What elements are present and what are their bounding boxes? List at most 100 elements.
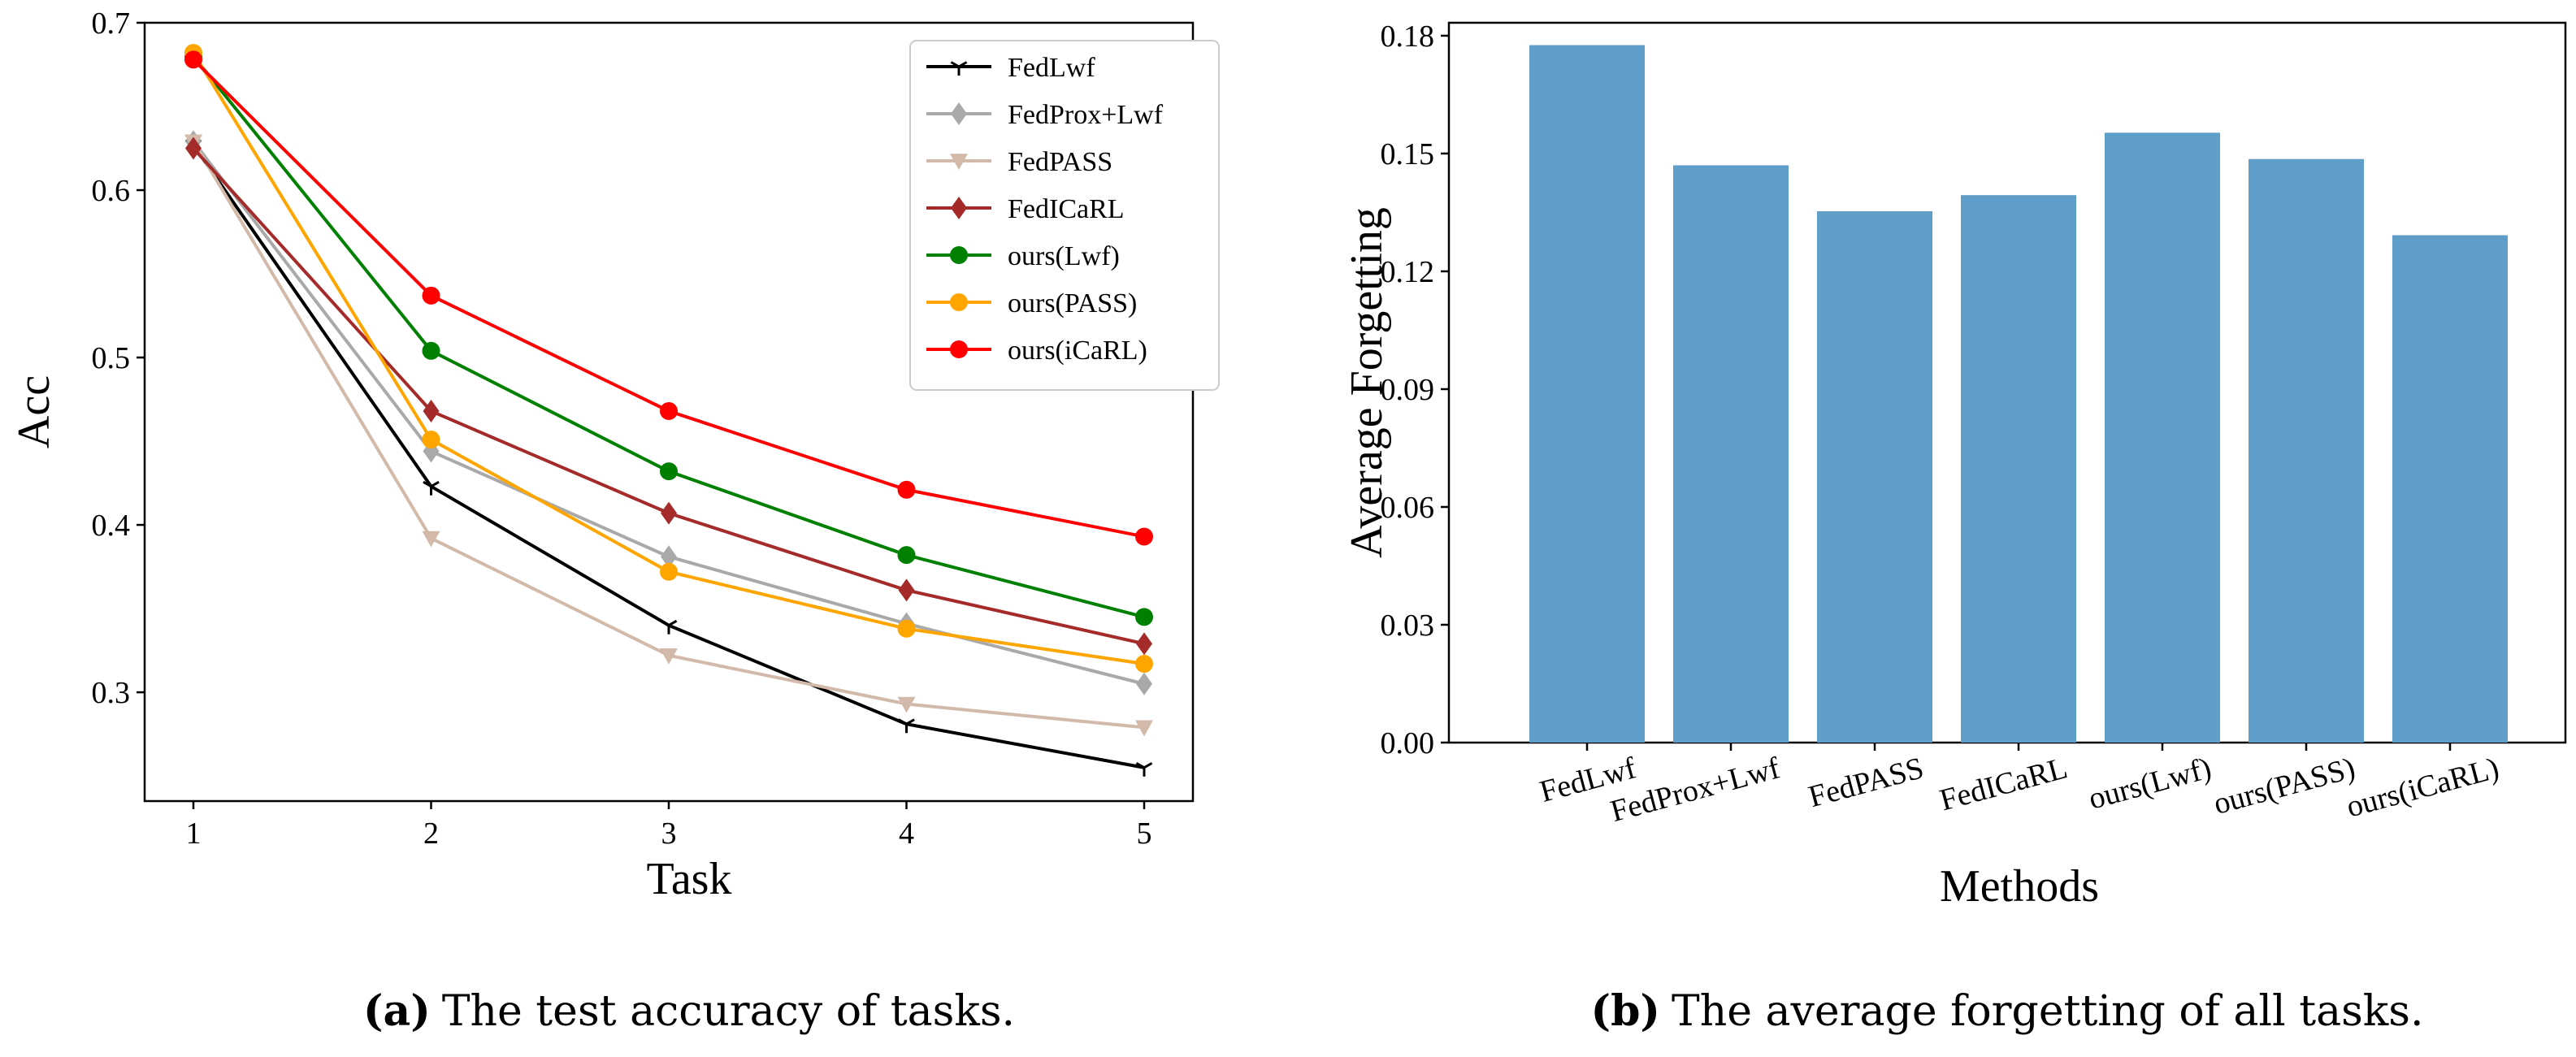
legend-item: FedLwf (926, 53, 1095, 83)
data-point (660, 462, 678, 481)
legend-label: ours(Lwf) (1008, 241, 1120, 271)
x-tick-label: ours(Lwf) (2085, 751, 2215, 816)
y-tick-label: 0.5 (92, 341, 131, 375)
bar-ours(iCaRL) (2392, 235, 2508, 743)
legend-marker (950, 293, 968, 311)
legend-item: FedProx+Lwf (926, 100, 1164, 130)
data-point (1135, 608, 1153, 626)
data-point (897, 619, 916, 638)
legend-marker (950, 61, 968, 76)
legend-label: FedProx+Lwf (1008, 100, 1164, 130)
line-chart-x-ticks: 1 2 3 4 5 (186, 801, 1152, 851)
data-point (422, 531, 440, 548)
legend-items: FedLwf FedProx+Lwf FedPASS FedICaRL ours(Lwf… (926, 53, 1164, 366)
data-point (660, 619, 678, 635)
series-ours(Lwf) (184, 47, 1153, 626)
caption-a-label: (a) (363, 986, 431, 1036)
bar-chart: 0.00 0.03 0.06 0.09 0.12 0.15 0.18 FedLwfFedPr… (1342, 19, 2567, 912)
legend-label: ours(iCaRL) (1008, 336, 1147, 366)
y-tick-label: 0.12 (1381, 255, 1435, 289)
x-tick-label: 2 (423, 817, 439, 851)
legend-label: FedICaRL (1008, 194, 1125, 224)
legend-item: ours(iCaRL) (926, 336, 1147, 366)
caption-a-text: The test accuracy of tasks. (442, 987, 1015, 1036)
line-chart-x-axis-title: Task (647, 854, 732, 904)
y-tick-label: 0.7 (92, 6, 131, 41)
data-point (422, 286, 440, 305)
y-tick-label: 0.09 (1381, 373, 1435, 407)
data-point (423, 399, 440, 422)
bar-chart-x-axis-title: Methods (1940, 861, 2099, 912)
bar-ours(Lwf) (2105, 132, 2220, 743)
bar-FedLwf (1529, 45, 1645, 743)
data-point (897, 480, 916, 499)
data-point (1136, 632, 1152, 656)
bar-FedPASS (1817, 211, 1932, 743)
x-tick-label: FedPASS (1805, 751, 1927, 814)
x-tick-label: ours(PASS) (2210, 751, 2359, 821)
legend-item: FedPASS (926, 147, 1112, 177)
data-point (185, 136, 202, 160)
line-chart-y-axis-title: Acc (9, 375, 59, 448)
bar-FedProx+Lwf (1673, 165, 1789, 743)
x-tick-label: 1 (186, 817, 202, 851)
legend-label: FedLwf (1008, 53, 1095, 83)
series-ours(iCaRL) (184, 50, 1153, 546)
x-tick-label: 3 (661, 817, 677, 851)
data-point (1135, 720, 1153, 737)
data-point (184, 50, 202, 69)
caption-a: (a) The test accuracy of tasks. (363, 986, 1015, 1036)
line-chart-legend: FedLwf FedProx+Lwf FedPASS FedICaRL ours(Lwf… (909, 40, 1220, 391)
data-point (897, 696, 916, 713)
legend-item: FedICaRL (926, 194, 1125, 224)
legend-marker (950, 154, 968, 170)
data-point (661, 501, 677, 525)
data-point (1136, 672, 1152, 695)
x-tick-label: 4 (899, 817, 914, 851)
bar-FedICaRL (1961, 195, 2076, 743)
data-point (422, 341, 440, 360)
legend-marker (951, 197, 967, 219)
y-tick-label: 0.18 (1381, 19, 1435, 54)
bar-ours(PASS) (2249, 158, 2364, 743)
caption-b: (b) The average forgetting of all tasks. (1590, 986, 2423, 1036)
legend-label: ours(PASS) (1008, 288, 1137, 318)
y-tick-label: 0.6 (92, 174, 131, 208)
y-tick-label: 0.03 (1381, 609, 1435, 643)
x-tick-label: 5 (1137, 817, 1152, 851)
data-point (1135, 655, 1153, 674)
y-tick-label: 0.3 (92, 676, 131, 710)
y-tick-label: 0.06 (1381, 491, 1435, 525)
data-point (661, 545, 677, 569)
data-point (423, 480, 440, 496)
data-point (1135, 761, 1153, 777)
x-tick-label: FedICaRL (1936, 751, 2071, 817)
data-point (660, 401, 678, 420)
legend-item: ours(PASS) (926, 288, 1137, 318)
data-point (897, 546, 916, 565)
line-chart-y-ticks: 0.3 0.4 0.5 0.6 0.7 (92, 6, 145, 710)
bar-chart-y-axis-title: Average Forgetting (1342, 207, 1392, 558)
caption-b-text: The average forgetting of all tasks. (1672, 987, 2423, 1036)
y-tick-label: 0.4 (92, 509, 131, 543)
y-tick-label: 0.15 (1381, 137, 1435, 171)
data-point (898, 718, 915, 734)
y-tick-label: 0.00 (1381, 726, 1435, 760)
legend-item: ours(Lwf) (926, 241, 1120, 271)
legend-marker (950, 340, 968, 358)
legend-label: FedPASS (1008, 147, 1112, 177)
data-point (660, 648, 678, 665)
series-FedICaRL (185, 136, 1152, 656)
data-point (1135, 527, 1153, 546)
x-tick-label: ours(iCaRL) (2343, 751, 2502, 824)
line-chart-series (184, 44, 1153, 777)
data-point (898, 578, 915, 602)
bar-chart-y-ticks: 0.00 0.03 0.06 0.09 0.12 0.15 0.18 (1381, 19, 1449, 760)
legend-marker (950, 246, 968, 264)
legend-marker (951, 102, 967, 125)
data-point (422, 430, 440, 448)
caption-b-label: (b) (1590, 986, 1660, 1036)
